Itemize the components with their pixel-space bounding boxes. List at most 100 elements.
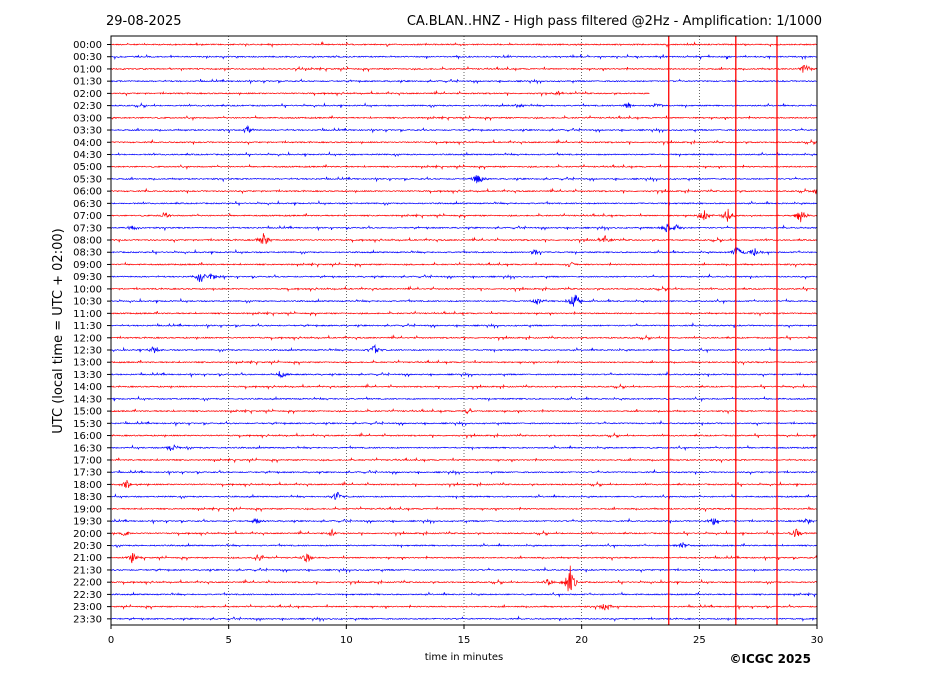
y-tick-label: 03:30 [73, 126, 102, 137]
y-tick-label: 13:30 [73, 370, 102, 381]
y-tick-label: 12:30 [73, 346, 102, 357]
trace-line [110, 542, 817, 549]
trace-line [110, 199, 817, 207]
x-tick-label: 30 [811, 635, 824, 646]
y-tick-label: 19:30 [73, 517, 102, 528]
x-tick-label: 5 [225, 635, 231, 646]
trace-line [110, 505, 817, 513]
trace-line [110, 77, 817, 85]
seismogram-traces [110, 41, 817, 623]
y-tick-label: 16:30 [73, 443, 102, 454]
y-tick-label: 14:30 [73, 394, 102, 405]
y-tick-label: 23:30 [73, 614, 102, 625]
trace-line [110, 370, 817, 379]
y-tick-label: 14:00 [73, 382, 102, 393]
trace-line [110, 444, 817, 452]
y-tick-label: 01:00 [73, 64, 102, 75]
trace-line [110, 89, 650, 97]
trace-line [110, 615, 817, 623]
y-tick-label: 07:00 [73, 211, 102, 222]
trace-line [110, 208, 817, 223]
trace-line [110, 247, 817, 257]
y-tick-label: 08:30 [73, 248, 102, 259]
y-tick-label: 22:30 [73, 590, 102, 601]
trace-line [110, 285, 817, 293]
y-tick-label: 18:00 [73, 480, 102, 491]
trace-line [110, 138, 817, 146]
trace-line [110, 359, 817, 366]
trace-line [110, 419, 817, 427]
x-tick-label: 20 [575, 635, 588, 646]
x-axis-ticks: 0 5 10 15 20 25 30 [108, 625, 824, 646]
trace-line [110, 479, 817, 489]
trace-line [110, 432, 817, 440]
y-tick-label: 15:30 [73, 419, 102, 430]
trace-line [110, 124, 817, 134]
y-tick-label: 04:00 [73, 138, 102, 149]
y-tick-label: 00:00 [73, 40, 102, 51]
y-tick-label: 17:00 [73, 455, 102, 466]
trace-line [110, 566, 817, 574]
y-tick-label: 21:30 [73, 565, 102, 576]
y-tick-label: 16:00 [73, 431, 102, 442]
chart-title: CA.BLAN..HNZ - High pass filtered @2Hz -… [407, 14, 822, 29]
x-tick-label: 25 [693, 635, 706, 646]
trace-line [110, 151, 817, 158]
trace-line [110, 310, 817, 317]
trace-line [110, 223, 817, 233]
y-tick-label: 17:30 [73, 468, 102, 479]
y-tick-label: 10:30 [73, 297, 102, 308]
y-tick-label: 08:00 [73, 236, 102, 247]
trace-line [110, 456, 817, 464]
y-tick-label: 09:00 [73, 260, 102, 271]
y-tick-label: 13:00 [73, 358, 102, 369]
trace-line [110, 565, 817, 592]
x-axis-label: time in minutes [425, 652, 504, 663]
y-tick-label: 01:30 [73, 77, 102, 88]
x-tick-label: 10 [340, 635, 353, 646]
y-tick-label: 04:30 [73, 150, 102, 161]
y-tick-label: 07:30 [73, 223, 102, 234]
y-tick-label: 15:00 [73, 407, 102, 418]
y-tick-label: 11:00 [73, 309, 102, 320]
y-tick-label: 02:30 [73, 101, 102, 112]
trace-line [110, 64, 817, 73]
trace-line [110, 491, 817, 500]
y-tick-label: 19:00 [73, 504, 102, 515]
trace-line [110, 383, 817, 391]
trace-line [110, 114, 817, 122]
trace-line [110, 591, 817, 598]
grid-lines [228, 36, 700, 625]
y-tick-label: 11:30 [73, 321, 102, 332]
y-tick-label: 06:30 [73, 199, 102, 210]
trace-line [110, 273, 817, 283]
y-tick-label: 21:00 [73, 553, 102, 564]
trace-line [110, 395, 817, 403]
trace-line [110, 261, 817, 268]
x-tick-label: 0 [108, 635, 114, 646]
y-tick-label: 09:30 [73, 272, 102, 283]
trace-line [110, 53, 817, 61]
x-tick-label: 15 [458, 635, 471, 646]
trace-line [110, 175, 817, 184]
plot-frame [110, 35, 818, 626]
trace-line [110, 343, 817, 354]
y-tick-label: 06:00 [73, 187, 102, 198]
y-tick-label: 23:00 [73, 602, 102, 613]
trace-line [110, 468, 817, 476]
y-tick-label: 20:00 [73, 529, 102, 540]
trace-line [110, 322, 817, 330]
trace-line [110, 294, 817, 307]
trace-line [110, 187, 817, 195]
trace-line [110, 552, 817, 564]
y-tick-label: 02:00 [73, 89, 102, 100]
y-tick-label: 03:00 [73, 113, 102, 124]
y-tick-label: 05:30 [73, 174, 102, 185]
y-tick-label: 18:30 [73, 492, 102, 503]
trace-line [110, 163, 817, 171]
trace-line [110, 102, 817, 109]
y-tick-label: 22:00 [73, 578, 102, 589]
y-tick-label: 05:00 [73, 162, 102, 173]
trace-line [110, 408, 817, 415]
